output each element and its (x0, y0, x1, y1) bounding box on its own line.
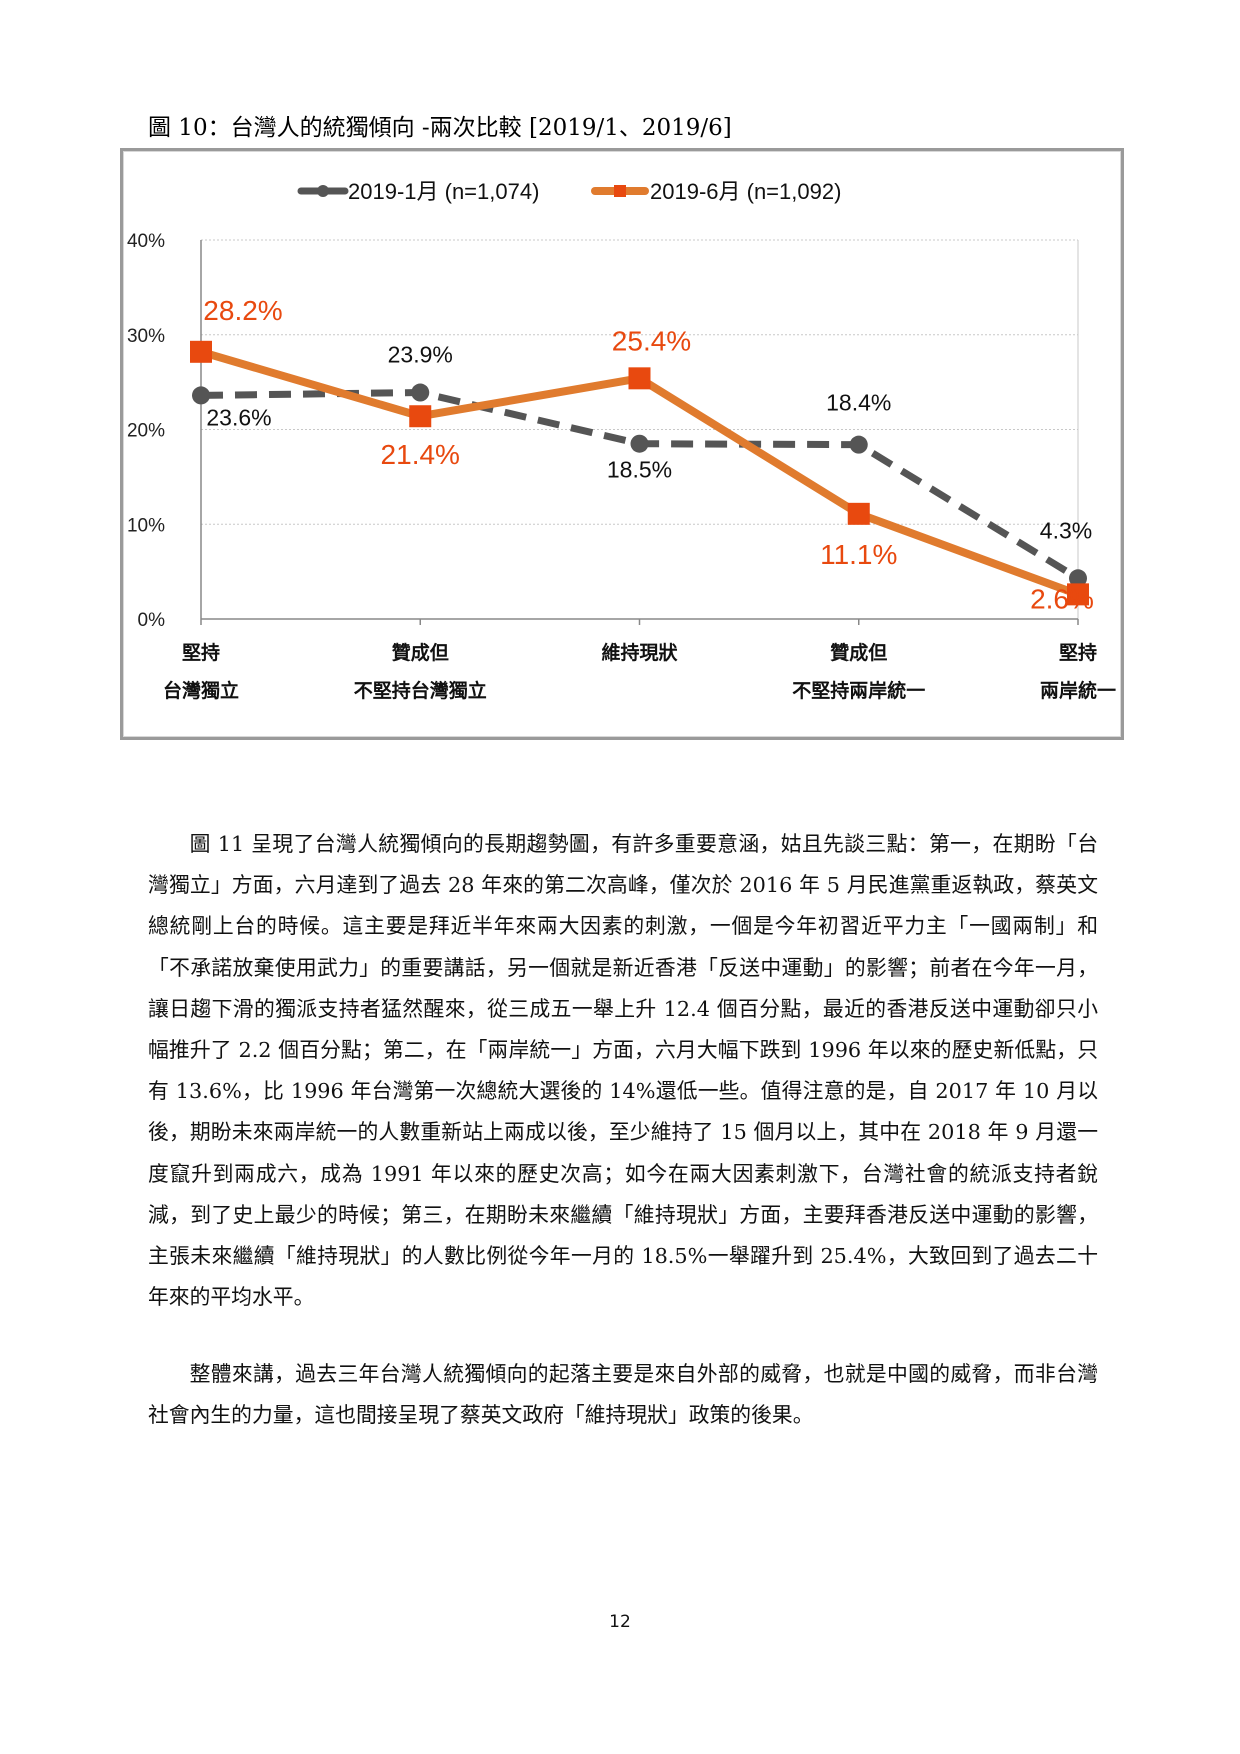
legend-marker-series-1 (317, 185, 329, 197)
y-tick-label: 40% (127, 231, 165, 252)
x-category-label: 贊成但 (830, 641, 887, 664)
data-label-2019-6: 21.4% (381, 439, 460, 470)
line-chart: 0% 10% 20% 30% 40% 堅持台灣獨立 贊成但不堅持台灣獨立 維持現狀 贊成但不堅持… (120, 148, 1124, 740)
data-label-2019-1: 18.4% (826, 390, 891, 416)
data-point-2019-1 (192, 386, 210, 405)
paragraph-1: 圖 11 呈現了台灣人統獨傾向的長期趨勢圖，有許多重要意涵，姑且先談三點：第一，… (148, 832, 1098, 1310)
data-point-2019-6 (1067, 583, 1089, 606)
legend-label-series-2: 2019-6月 (n=1,092) (650, 179, 841, 204)
x-category-label: 台灣獨立 (163, 679, 239, 702)
series-line-2019-1 (200, 389, 1080, 582)
data-label-2019-1: 18.5% (607, 457, 672, 483)
x-category-label: 不堅持台灣獨立 (354, 679, 487, 702)
data-label-2019-6: 28.2% (203, 295, 282, 326)
x-category-label: 堅持 (1059, 641, 1097, 664)
x-category-label: 贊成但 (392, 641, 449, 664)
data-point-2019-1 (1069, 569, 1087, 588)
legend-label-series-1: 2019-1月 (n=1,074) (348, 179, 539, 204)
data-label-2019-1: 23.9% (388, 342, 453, 368)
y-tick-label: 20% (127, 421, 165, 442)
data-point-2019-1 (849, 435, 868, 454)
y-tick-label: 30% (127, 326, 165, 347)
paragraph-2: 整體來講，過去三年台灣人統獨傾向的起落主要是來自外部的威脅，也就是中國的威脅，而… (148, 1362, 1098, 1428)
y-tick-label: 10% (127, 515, 165, 536)
x-category-label: 維持現狀 (601, 641, 678, 664)
legend-marker-series-2 (614, 185, 626, 197)
data-point-2019-6 (628, 367, 651, 390)
figure-caption: 圖 10：台灣人的統獨傾向 -兩次比較 [2019/1、2019/6] (148, 115, 732, 141)
x-category-label: 堅持 (182, 641, 220, 664)
data-point-2019-6 (409, 405, 432, 428)
data-point-2019-1 (630, 434, 649, 453)
y-tick-label: 0% (138, 610, 166, 631)
data-label-2019-6: 2.6% (1030, 583, 1094, 614)
page-number: 12 (609, 1612, 631, 1632)
data-label-2019-1: 23.6% (206, 404, 271, 430)
data-point-2019-6 (190, 340, 212, 363)
data-point-2019-6 (847, 502, 870, 525)
data-label-2019-1: 4.3% (1040, 517, 1092, 543)
data-point-2019-1 (411, 383, 430, 402)
data-label-2019-6: 11.1% (820, 539, 897, 570)
x-category-label: 不堅持兩岸統一 (792, 679, 925, 702)
data-label-2019-6: 25.4% (612, 325, 691, 356)
x-category-label: 兩岸統一 (1040, 679, 1116, 702)
